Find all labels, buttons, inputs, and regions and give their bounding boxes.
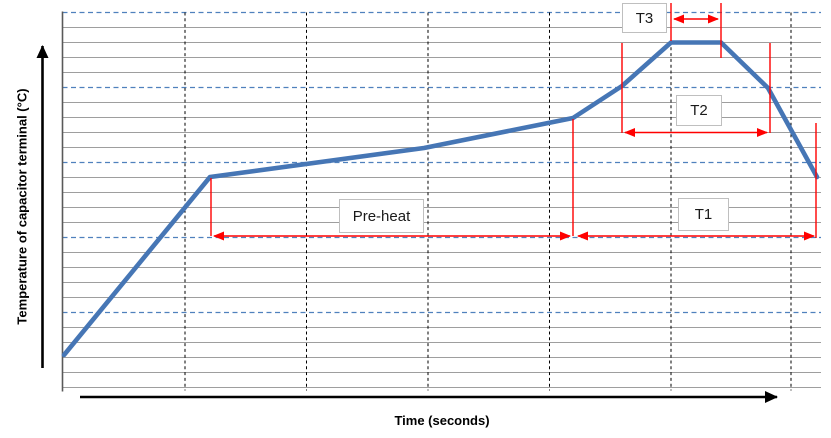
preheat-label-box: Pre-heat [339, 199, 424, 233]
y-axis-label: Temperature of capacitor terminal (°C) [14, 88, 30, 325]
t1-label-box: T1 [678, 198, 729, 231]
t1-label: T1 [694, 206, 713, 223]
t3-label-box: T3 [622, 3, 667, 33]
red-annotation-marks [210, 3, 817, 241]
preheat-label: Pre-heat [352, 207, 411, 225]
t2-label-box: T2 [676, 95, 722, 126]
t2-label: T2 [690, 102, 708, 119]
horizontal-gridlines [62, 11, 821, 388]
vertical-dashed-gridlines [184, 12, 792, 391]
axis-arrows [36, 45, 778, 403]
x-axis-label: Time (seconds) [394, 413, 490, 428]
t3-label: T3 [635, 9, 654, 27]
